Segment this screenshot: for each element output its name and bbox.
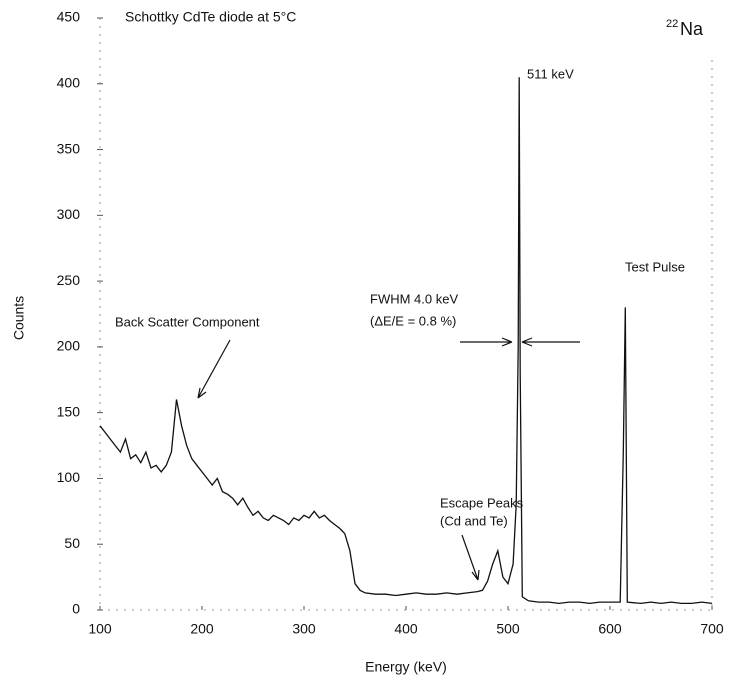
y-tick-label: 250	[57, 272, 81, 288]
y-tick-label: 150	[57, 403, 81, 419]
x-tick-label: 500	[496, 621, 520, 637]
chart-title: Schottky CdTe diode at 5°C	[125, 9, 296, 25]
y-tick-label: 400	[57, 74, 81, 90]
annotation: FWHM 4.0 keV	[370, 291, 458, 306]
y-tick-label: 50	[64, 535, 80, 551]
annotation: Back Scatter Component	[115, 314, 260, 329]
annotation: Test Pulse	[625, 259, 685, 274]
y-tick-label: 350	[57, 140, 81, 156]
x-tick-label: 300	[292, 621, 316, 637]
y-tick-label: 100	[57, 469, 81, 485]
annotation: Escape Peaks	[440, 495, 524, 510]
annotation: 511 keV	[527, 66, 574, 81]
arrow	[460, 337, 513, 347]
x-tick-label: 200	[190, 621, 214, 637]
arrow	[521, 337, 580, 347]
x-tick-label: 600	[598, 621, 622, 637]
y-tick-label: 200	[57, 338, 81, 354]
y-axis-label: Counts	[11, 296, 27, 340]
x-tick-label: 400	[394, 621, 418, 637]
annotation: (ΔE/E = 0.8 %)	[370, 313, 456, 328]
y-tick-label: 300	[57, 206, 81, 222]
annotation: (Cd and Te)	[440, 513, 508, 528]
y-tick-label: 0	[72, 601, 80, 617]
isotope-mass: 22	[666, 18, 678, 30]
x-tick-label: 100	[88, 621, 112, 637]
arrow	[461, 534, 480, 581]
x-axis-label: Energy (keV)	[365, 659, 447, 675]
x-tick-label: 700	[700, 621, 724, 637]
y-tick-label: 450	[57, 9, 81, 25]
spectrum-line	[99, 77, 713, 605]
arrow	[197, 339, 231, 399]
isotope-symbol: Na	[680, 19, 704, 39]
